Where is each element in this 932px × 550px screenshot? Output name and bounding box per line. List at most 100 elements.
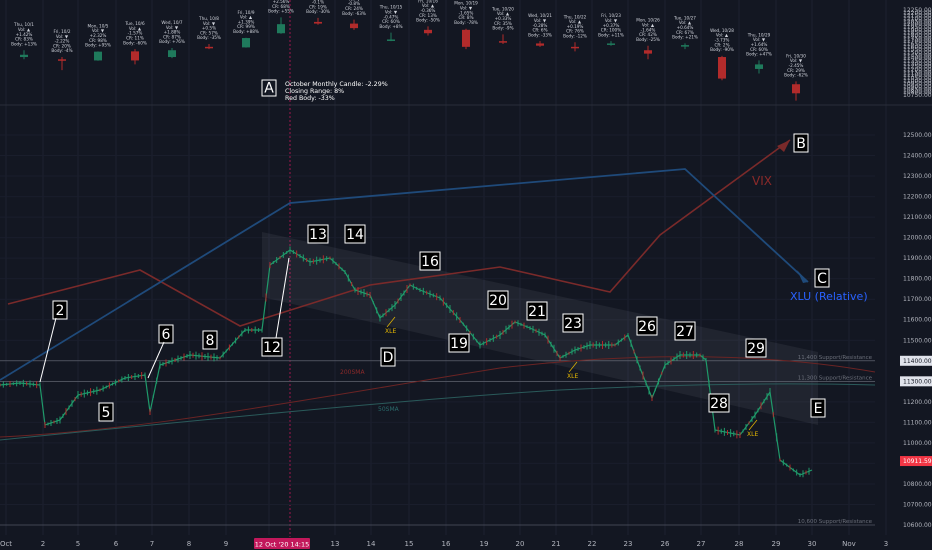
crosshair-time-label: 12 Oct '20 14:15 — [255, 541, 310, 549]
badge-29: 29 — [747, 341, 765, 357]
x-tick-label: 19 — [480, 540, 489, 548]
daily-candle-annotation: +0.33% — [495, 16, 512, 21]
xle-label: XLE — [567, 373, 578, 380]
x-tick-label: 21 — [552, 540, 561, 548]
daily-candle-annotation: +2.56% — [273, 0, 290, 4]
daily-candle-body — [131, 51, 139, 61]
badge-box — [636, 316, 658, 336]
badge-26: 26 — [638, 319, 656, 335]
upper-y-tick: 11900.00 — [903, 27, 932, 34]
daily-candle-annotation: Vol: ▼ — [753, 37, 766, 42]
daily-candle-annotation: -1.64% — [641, 27, 656, 32]
pointer-arrow — [39, 317, 57, 383]
daily-candle-annotation: Vol: ▼ — [385, 9, 398, 14]
badge-12: 12 — [263, 340, 281, 356]
badge-box — [98, 402, 114, 422]
daily-candle-annotation: CR: 67% — [676, 30, 694, 35]
daily-candle-annotation: Thu, 10/8 — [198, 16, 219, 21]
daily-candle-annotation: Vol: ▲ — [642, 23, 655, 28]
daily-candle-body — [205, 46, 213, 49]
current-price-text: 10911.59 — [903, 458, 932, 465]
price-axis[interactable]: 12250.0012200.0012150.0012100.0012050.00… — [900, 7, 932, 529]
monthly-note-line: Red Body: -33% — [285, 95, 335, 102]
badge-19: 19 — [450, 336, 468, 352]
badge-box — [261, 337, 283, 357]
daily-candle-annotation: Body: -62% — [784, 73, 808, 78]
daily-candle-annotation: -0.47% — [384, 14, 399, 19]
daily-candle-annotation: Vol: ▼ — [92, 28, 105, 33]
daily-candle-annotation: +1.42% — [16, 32, 33, 37]
daily-candle-annotation: Body: -60% — [123, 40, 147, 45]
daily-candle-annotation: -2.22% — [55, 39, 70, 44]
daily-candle-annotation: Wed, 10/21 — [528, 13, 552, 18]
daily-candle-annotation: Body: -78% — [454, 20, 478, 25]
price-tag-11300 — [900, 376, 932, 387]
main-price-panel: A October Monthly Candle: -2.29%Closing R… — [0, 79, 876, 526]
daily-candle-annotation: CR: 11% — [126, 36, 144, 41]
support-label: 11,400 Support/Resistance — [798, 355, 873, 361]
upper-y-tick: 11850.00 — [903, 30, 932, 37]
vix-label: VIX — [752, 174, 772, 188]
daily-candle-annotation: Vol: ▲ — [569, 19, 582, 24]
main-y-tick: 12400.00 — [903, 153, 932, 160]
daily-candle-annotation: Vol: ▼ — [203, 21, 216, 26]
daily-candle-annotation: Vol: ▼ — [605, 18, 618, 23]
main-y-tick: 10700.00 — [903, 501, 932, 508]
xle-pointer — [386, 316, 396, 328]
x-tick-label: 3 — [884, 540, 888, 548]
main-y-tick: 10800.00 — [903, 481, 932, 488]
daily-candle-annotation: Body: -25% — [636, 37, 660, 42]
main-y-tick: 12500.00 — [903, 132, 932, 139]
daily-candle-annotation: Fri, 10/23 — [601, 13, 621, 18]
main-y-tick: 11600.00 — [903, 317, 932, 324]
daily-candle-body — [424, 29, 432, 34]
badge-box — [793, 133, 809, 153]
daily-candle-annotation: Fri, 10/16 — [418, 0, 438, 3]
badge-2: 2 — [56, 303, 65, 319]
upper-y-tick: 11550.00 — [903, 47, 932, 54]
daily-candle-annotation: Vol: ▲ — [497, 11, 510, 16]
daily-candle-annotation: Tue, 10/20 — [491, 6, 514, 11]
daily-candle-annotation: Wed, 10/7 — [161, 20, 183, 25]
badge-box — [814, 268, 830, 288]
pointer-arrow — [275, 257, 290, 339]
daily-candle-annotation: Tue, 10/6 — [124, 21, 145, 26]
upper-y-tick: 11800.00 — [903, 33, 932, 40]
xle-label: XLE — [747, 431, 758, 438]
daily-candle-annotation: Wed, 10/28 — [710, 28, 734, 33]
daily-candle-annotation: CR: 24% — [345, 6, 363, 11]
daily-candle-annotation: CR: 35% — [494, 21, 512, 26]
time-axis[interactable]: Oct 2 5 6 7 8 9 13 14 15 16 19 20 21 22 23 26 27 28 29 30 Nov… — [0, 538, 888, 549]
daily-candle-annotation: Vol: ▲ — [422, 3, 435, 8]
daily-candle-annotation: CR: 13% — [419, 13, 437, 18]
daily-candle-annotation: +0.64% — [677, 25, 694, 30]
badge-box — [52, 300, 68, 320]
upper-y-tick: 12250.00 — [903, 7, 932, 14]
x-tick-label: 14 — [367, 540, 376, 548]
badge-box — [448, 333, 470, 353]
daily-candle-annotation: Mon, 10/5 — [88, 23, 109, 28]
support-label: 11,300 Support/Resistance — [798, 375, 873, 381]
badge-box — [344, 224, 366, 244]
badge-a-box — [261, 79, 277, 97]
daily-candle-annotation: CR: 87% — [163, 34, 181, 39]
daily-candle-body — [168, 50, 176, 58]
daily-candle-annotation: CR: 83% — [15, 37, 33, 42]
daily-candle-body — [462, 29, 470, 47]
daily-candle-annotation: +1.88% — [164, 30, 181, 35]
badge-20: 20 — [489, 293, 507, 309]
x-tick-label: 15 — [405, 540, 414, 548]
daily-candle-annotation: Body: +88% — [233, 29, 259, 34]
sma-50-label: 50SMA — [378, 406, 400, 413]
daily-candle-body — [607, 43, 615, 45]
daily-candle-annotation: CR: 29% — [787, 68, 805, 73]
badge-a: A — [264, 81, 274, 97]
daily-candle-annotation: Body: -63% — [342, 11, 366, 16]
daily-candle-annotation: Body: -12% — [563, 34, 587, 39]
badge-5: 5 — [102, 405, 111, 421]
daily-candle-annotation: Body: +21% — [672, 35, 698, 40]
price-tag-11400 — [900, 355, 932, 366]
badge-box — [526, 301, 548, 321]
